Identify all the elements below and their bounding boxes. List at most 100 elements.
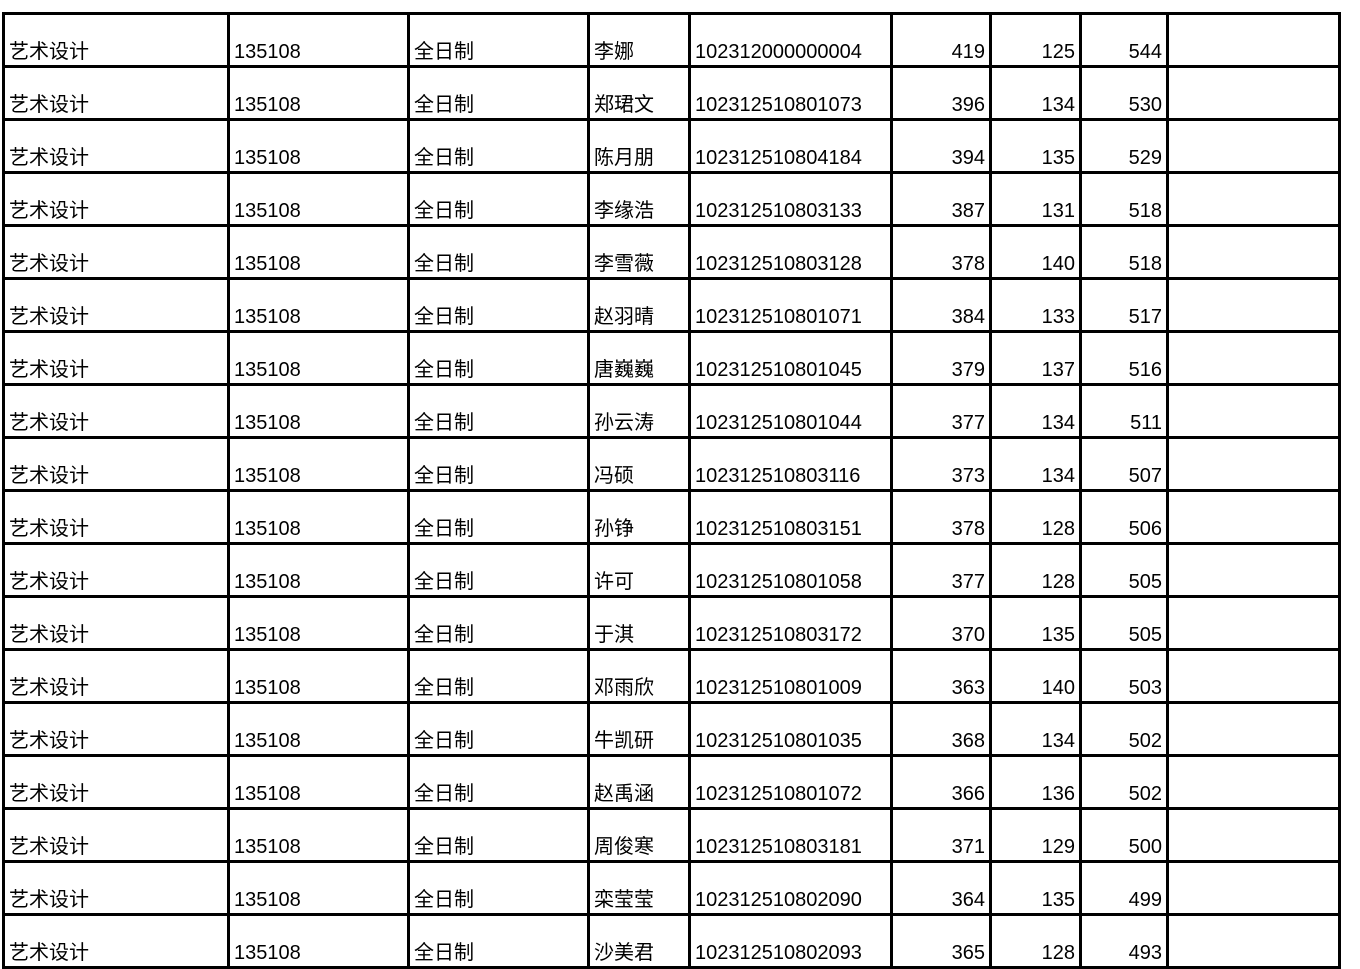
cell-candidate-name: 栾莹莹 <box>587 860 691 916</box>
cell-major: 艺术设计 <box>2 648 230 704</box>
cell-major: 艺术设计 <box>2 330 230 386</box>
cell-empty <box>1166 118 1341 174</box>
cell-study-mode: 全日制 <box>407 330 590 386</box>
table-row: 艺术设计 135108 全日制 沙美君 102312510802093 365 128 493 <box>2 913 1341 969</box>
cell-study-mode: 全日制 <box>407 489 590 545</box>
cell-study-mode: 全日制 <box>407 12 590 68</box>
cell-score-retest: 134 <box>989 436 1082 492</box>
cell-score-initial: 379 <box>890 330 992 386</box>
cell-major-code: 135108 <box>227 754 410 810</box>
cell-candidate-name: 许可 <box>587 542 691 598</box>
cell-empty <box>1166 913 1341 969</box>
cell-score-initial: 384 <box>890 277 992 333</box>
cell-score-total: 518 <box>1079 171 1169 227</box>
cell-major-code: 135108 <box>227 277 410 333</box>
table-row: 艺术设计 135108 全日制 陈月朋 102312510804184 394 135 529 <box>2 118 1341 174</box>
cell-exam-id: 102312510803181 <box>688 807 893 863</box>
cell-score-retest: 134 <box>989 65 1082 121</box>
cell-major-code: 135108 <box>227 12 410 68</box>
cell-score-total: 502 <box>1079 754 1169 810</box>
cell-study-mode: 全日制 <box>407 277 590 333</box>
cell-score-retest: 133 <box>989 277 1082 333</box>
cell-major-code: 135108 <box>227 383 410 439</box>
table-row: 艺术设计 135108 全日制 许可 102312510801058 377 128 505 <box>2 542 1341 598</box>
cell-score-total: 518 <box>1079 224 1169 280</box>
cell-score-total: 505 <box>1079 542 1169 598</box>
cell-major: 艺术设计 <box>2 595 230 651</box>
cell-major: 艺术设计 <box>2 436 230 492</box>
cell-score-retest: 134 <box>989 701 1082 757</box>
cell-score-retest: 140 <box>989 224 1082 280</box>
cell-major: 艺术设计 <box>2 65 230 121</box>
cell-candidate-name: 郑珺文 <box>587 65 691 121</box>
cell-study-mode: 全日制 <box>407 65 590 121</box>
cell-exam-id: 102312510801044 <box>688 383 893 439</box>
cell-score-total: 493 <box>1079 913 1169 969</box>
cell-study-mode: 全日制 <box>407 224 590 280</box>
cell-score-retest: 135 <box>989 118 1082 174</box>
cell-major-code: 135108 <box>227 118 410 174</box>
cell-candidate-name: 李缘浩 <box>587 171 691 227</box>
cell-candidate-name: 周俊寒 <box>587 807 691 863</box>
cell-major-code: 135108 <box>227 648 410 704</box>
cell-major: 艺术设计 <box>2 754 230 810</box>
table-row: 艺术设计 135108 全日制 李娜 102312000000004 419 125 544 <box>2 12 1341 68</box>
cell-score-retest: 131 <box>989 171 1082 227</box>
cell-exam-id: 102312510801035 <box>688 701 893 757</box>
cell-major: 艺术设计 <box>2 224 230 280</box>
cell-study-mode: 全日制 <box>407 436 590 492</box>
cell-major: 艺术设计 <box>2 860 230 916</box>
cell-empty <box>1166 754 1341 810</box>
cell-major: 艺术设计 <box>2 171 230 227</box>
cell-score-retest: 135 <box>989 595 1082 651</box>
table-row: 艺术设计 135108 全日制 周俊寒 102312510803181 371 129 500 <box>2 807 1341 863</box>
cell-empty <box>1166 860 1341 916</box>
cell-study-mode: 全日制 <box>407 860 590 916</box>
cell-candidate-name: 冯硕 <box>587 436 691 492</box>
cell-major: 艺术设计 <box>2 489 230 545</box>
cell-empty <box>1166 648 1341 704</box>
cell-major: 艺术设计 <box>2 118 230 174</box>
cell-empty <box>1166 65 1341 121</box>
table-row: 艺术设计 135108 全日制 于淇 102312510803172 370 135 505 <box>2 595 1341 651</box>
cell-score-retest: 125 <box>989 12 1082 68</box>
cell-score-retest: 129 <box>989 807 1082 863</box>
cell-score-total: 502 <box>1079 701 1169 757</box>
cell-score-total: 500 <box>1079 807 1169 863</box>
cell-major-code: 135108 <box>227 807 410 863</box>
cell-empty <box>1166 595 1341 651</box>
cell-score-total: 506 <box>1079 489 1169 545</box>
admission-score-table: 艺术设计 135108 全日制 李娜 102312000000004 419 125 544 艺… <box>2 12 1341 969</box>
cell-study-mode: 全日制 <box>407 171 590 227</box>
cell-study-mode: 全日制 <box>407 913 590 969</box>
cell-candidate-name: 孙云涛 <box>587 383 691 439</box>
table-row: 艺术设计 135108 全日制 冯硕 102312510803116 373 134 507 <box>2 436 1341 492</box>
cell-empty <box>1166 542 1341 598</box>
cell-score-retest: 140 <box>989 648 1082 704</box>
cell-score-total: 530 <box>1079 65 1169 121</box>
cell-major: 艺术设计 <box>2 542 230 598</box>
table-row: 艺术设计 135108 全日制 孙铮 102312510803151 378 128 506 <box>2 489 1341 545</box>
table-row: 艺术设计 135108 全日制 唐巍巍 102312510801045 379 137 516 <box>2 330 1341 386</box>
cell-score-retest: 136 <box>989 754 1082 810</box>
cell-score-initial: 371 <box>890 807 992 863</box>
cell-major-code: 135108 <box>227 860 410 916</box>
cell-major: 艺术设计 <box>2 12 230 68</box>
cell-score-initial: 373 <box>890 436 992 492</box>
cell-exam-id: 102312510802090 <box>688 860 893 916</box>
cell-empty <box>1166 330 1341 386</box>
cell-score-initial: 368 <box>890 701 992 757</box>
table-row: 艺术设计 135108 全日制 孙云涛 102312510801044 377 134 511 <box>2 383 1341 439</box>
cell-score-retest: 135 <box>989 860 1082 916</box>
table-row: 艺术设计 135108 全日制 邓雨欣 102312510801009 363 140 503 <box>2 648 1341 704</box>
cell-major-code: 135108 <box>227 913 410 969</box>
cell-candidate-name: 赵禹涵 <box>587 754 691 810</box>
cell-exam-id: 102312510801072 <box>688 754 893 810</box>
cell-exam-id: 102312510803133 <box>688 171 893 227</box>
cell-score-initial: 377 <box>890 383 992 439</box>
cell-exam-id: 102312000000004 <box>688 12 893 68</box>
cell-score-total: 503 <box>1079 648 1169 704</box>
cell-score-initial: 364 <box>890 860 992 916</box>
cell-empty <box>1166 436 1341 492</box>
cell-candidate-name: 唐巍巍 <box>587 330 691 386</box>
